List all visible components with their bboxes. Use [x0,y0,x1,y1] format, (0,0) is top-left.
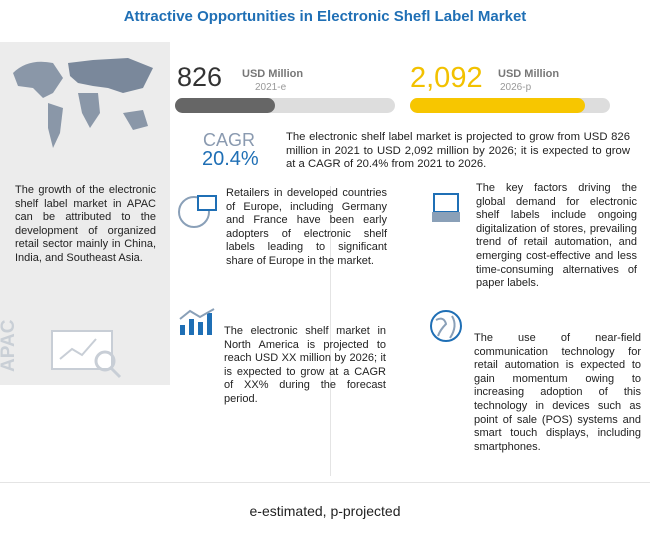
stat-year: 2021-e [255,82,287,93]
insight-text: Retailers in developed countries of Euro… [226,187,387,267]
world-map [13,58,153,148]
region-label: APAC [0,319,19,372]
stat-value: 2,092 [410,62,483,94]
insight-text: The electronic shelf market in North Ame… [224,325,386,405]
growth-icon [179,308,215,335]
divider [330,186,331,476]
insight-text: The key factors driving the global deman… [476,182,637,290]
retail-icon [178,195,217,228]
footnote: e-estimated, p-projected [249,503,401,519]
globe-icon [430,310,462,342]
insight-text: The use of near-field communication tech… [474,332,641,453]
cagr-label: CAGR [203,130,256,150]
stat-unit: USD Million [498,68,560,80]
progress-fill [175,98,275,113]
title: Attractive Opportunities in Electronic S… [123,8,527,25]
cagr-text: The electronic shelf label market is pro… [286,131,630,171]
stat-value: 826 [177,62,223,92]
divider [0,482,650,483]
cagr-value: 20.4% [202,148,259,170]
analytics-icon [51,330,122,379]
stat-year: 2026-p [500,82,532,93]
label-icon [432,193,460,222]
progress-fill [410,98,585,113]
left-text: The growth of the electronic shelf label… [15,184,156,264]
stat-unit: USD Million [242,68,304,80]
